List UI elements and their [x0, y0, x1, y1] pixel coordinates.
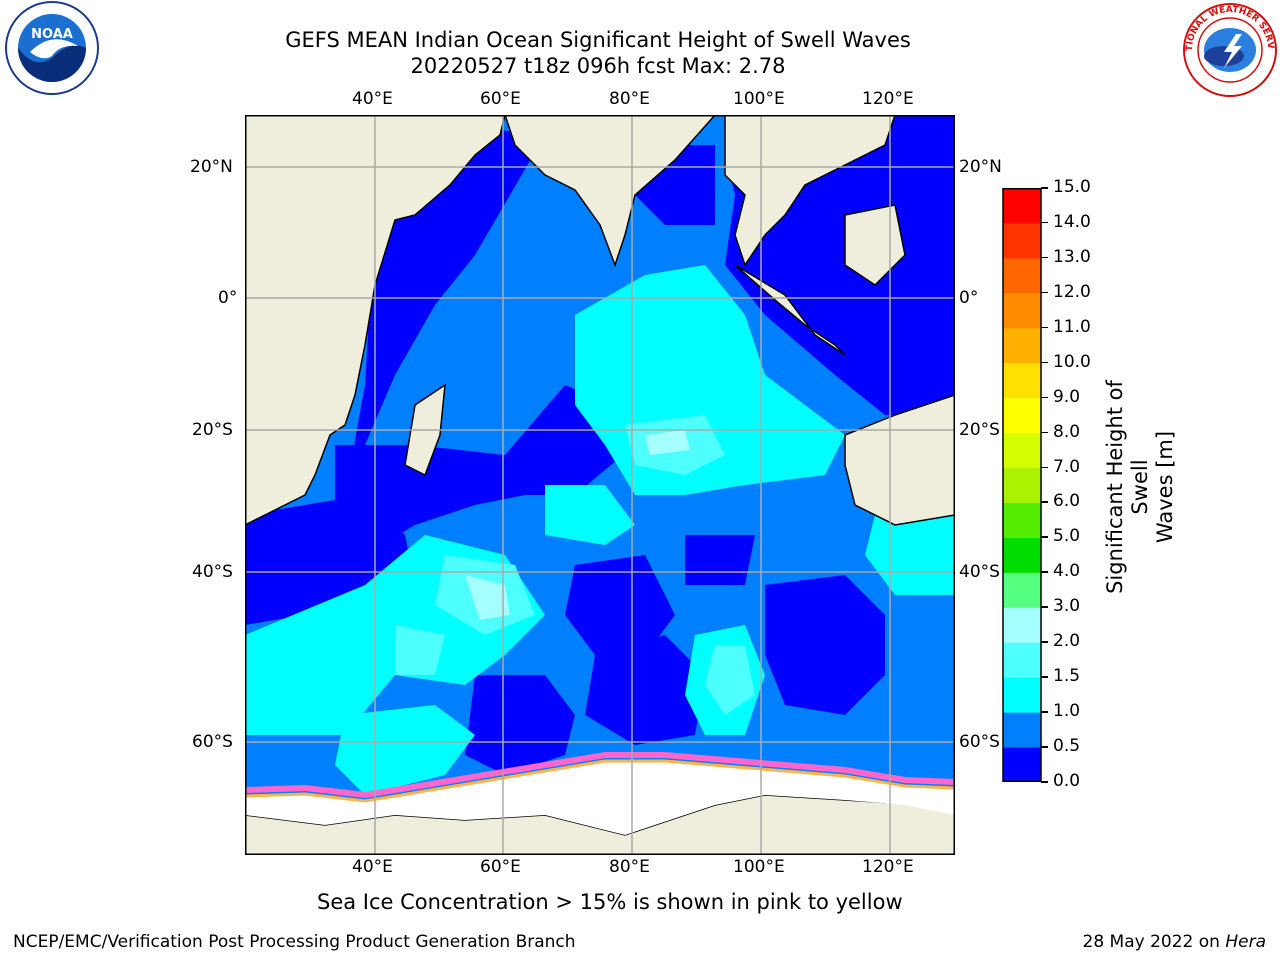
colorbar-segment	[1003, 712, 1041, 748]
colorbar-tick-mark	[1041, 396, 1048, 399]
southeast-asia	[724, 115, 896, 267]
map-title: GEFS MEAN Indian Ocean Significant Heigh…	[285, 28, 911, 52]
colorbar-tick-mark	[1041, 326, 1048, 329]
lat-label-left-40s: 40°S	[192, 562, 233, 582]
colorbar-segment	[1003, 362, 1041, 399]
swell-band-2.0-3.0	[465, 430, 690, 620]
colorbar-segment	[1003, 537, 1041, 573]
colorbar-tick-label: 1.0	[1053, 701, 1081, 722]
colorbar-tick-label: 0.0	[1053, 771, 1081, 791]
colorbar-tick-label: 12.0	[1053, 281, 1091, 302]
colorbar-tick-label: 5.0	[1053, 526, 1081, 547]
lat-label-right-20n: 20°N	[959, 157, 1002, 177]
colorbar-tick-mark	[1041, 431, 1048, 434]
colorbar-tick-label: 4.0	[1053, 561, 1081, 582]
colorbar-tick-mark	[1041, 641, 1048, 643]
lon-label-top-80: 80°E	[609, 89, 650, 109]
footer-date: 28 May 2022 on Hera	[1083, 932, 1267, 952]
colorbar-segment	[1003, 467, 1041, 503]
lon-label-top-100: 100°E	[733, 89, 785, 109]
colorbar-segment	[1003, 642, 1041, 678]
colorbar-segment	[1003, 222, 1041, 259]
colorbar-segment	[1003, 677, 1041, 713]
colorbar-segment	[1003, 747, 1041, 782]
lat-label-left-20s: 20°S	[192, 420, 233, 440]
colorbar-tick-mark	[1041, 291, 1048, 294]
sea-ice	[245, 752, 955, 835]
lat-label-left-0: 0°	[218, 288, 238, 308]
colorbar-tick-mark	[1041, 466, 1048, 469]
colorbar-tick-mark	[1041, 711, 1048, 713]
colorbar-segment	[1003, 572, 1041, 608]
colorbar-segment	[1003, 502, 1041, 538]
map-subtitle: 20220527 t18z 096h fcst Max: 2.78	[410, 54, 786, 78]
colorbar-tick-mark	[1041, 676, 1048, 678]
australia	[844, 394, 955, 526]
india	[504, 115, 717, 268]
colorbar-tick-mark	[1041, 501, 1048, 503]
footer-host: Hera	[1225, 932, 1266, 952]
colorbar-tick-mark	[1041, 746, 1048, 748]
colorbar-tick-label: 13.0	[1053, 246, 1091, 267]
colorbar	[1002, 188, 1042, 782]
colorbar-tick-label: 2.0	[1053, 631, 1081, 652]
nws-logo: NATIONAL WEATHER SERVICE	[1176, 0, 1280, 100]
footer-date-text: 28 May 2022 on	[1082, 932, 1220, 952]
colorbar-tick-mark	[1041, 256, 1048, 259]
colorbar-tick-mark	[1041, 571, 1048, 573]
colorbar-tick-mark	[1041, 221, 1048, 224]
lat-label-right-20s: 20°S	[959, 420, 1000, 440]
colorbar-segment	[1003, 397, 1041, 434]
graticule	[245, 115, 955, 855]
colorbar-label-line1: Significant Height of Swell	[1103, 380, 1152, 594]
colorbar-tick-mark	[1041, 187, 1048, 189]
colorbar-segment	[1003, 257, 1041, 294]
lat-label-left-20n: 20°N	[190, 157, 233, 177]
lat-label-right-0: 0°	[959, 288, 979, 308]
colorbar-segment	[1003, 292, 1041, 329]
noaa-logo-text: NOAA	[31, 27, 73, 42]
africa-arabia	[245, 115, 506, 526]
swell-height-map	[245, 115, 955, 855]
lon-label-top-120: 120°E	[862, 89, 914, 109]
colorbar-label-line2: Waves [m]	[1153, 430, 1177, 544]
lon-label-bottom-60: 60°E	[480, 857, 521, 877]
lon-label-top-40: 40°E	[352, 89, 393, 109]
colorbar-tick-label: 0.5	[1053, 736, 1081, 757]
land	[245, 115, 955, 855]
lon-label-bottom-80: 80°E	[609, 857, 650, 877]
lon-label-bottom-120: 120°E	[862, 857, 914, 877]
colorbar-tick-label: 15.0	[1053, 177, 1091, 197]
lat-label-right-40s: 40°S	[959, 562, 1000, 582]
colorbar-tick-mark	[1041, 606, 1048, 608]
colorbar-tick-label: 14.0	[1053, 211, 1091, 232]
colorbar-tick-label: 10.0	[1053, 351, 1091, 372]
colorbar-tick-mark	[1041, 361, 1048, 364]
colorbar-tick-mark	[1041, 781, 1048, 783]
sea-ice-note: Sea Ice Concentration > 15% is shown in …	[317, 890, 903, 914]
colorbar-tick-label: 8.0	[1053, 421, 1081, 442]
lat-label-left-60s: 60°S	[192, 732, 233, 752]
colorbar-tick-label: 7.0	[1053, 456, 1081, 477]
colorbar-segment	[1003, 432, 1041, 469]
lon-label-bottom-100: 100°E	[733, 857, 785, 877]
noaa-logo: NOAA	[0, 0, 104, 100]
colorbar-tick-label: 1.5	[1053, 666, 1081, 687]
colorbar-segment	[1003, 607, 1041, 643]
colorbar-tick-label: 3.0	[1053, 596, 1081, 617]
colorbar-tick-label: 11.0	[1053, 316, 1091, 337]
colorbar-tick-label: 9.0	[1053, 386, 1081, 407]
lon-label-top-60: 60°E	[480, 89, 521, 109]
colorbar-label: Significant Height of Swell Waves [m]	[1103, 357, 1177, 617]
colorbar-tick-label: 6.0	[1053, 491, 1081, 512]
lon-label-bottom-40: 40°E	[352, 857, 393, 877]
colorbar-tick-mark	[1041, 536, 1048, 538]
footer-branch: NCEP/EMC/Verification Post Processing Pr…	[13, 932, 576, 952]
colorbar-segment	[1003, 188, 1041, 224]
lat-label-right-60s: 60°S	[959, 732, 1000, 752]
colorbar-segment	[1003, 327, 1041, 364]
sumatra	[734, 264, 846, 356]
